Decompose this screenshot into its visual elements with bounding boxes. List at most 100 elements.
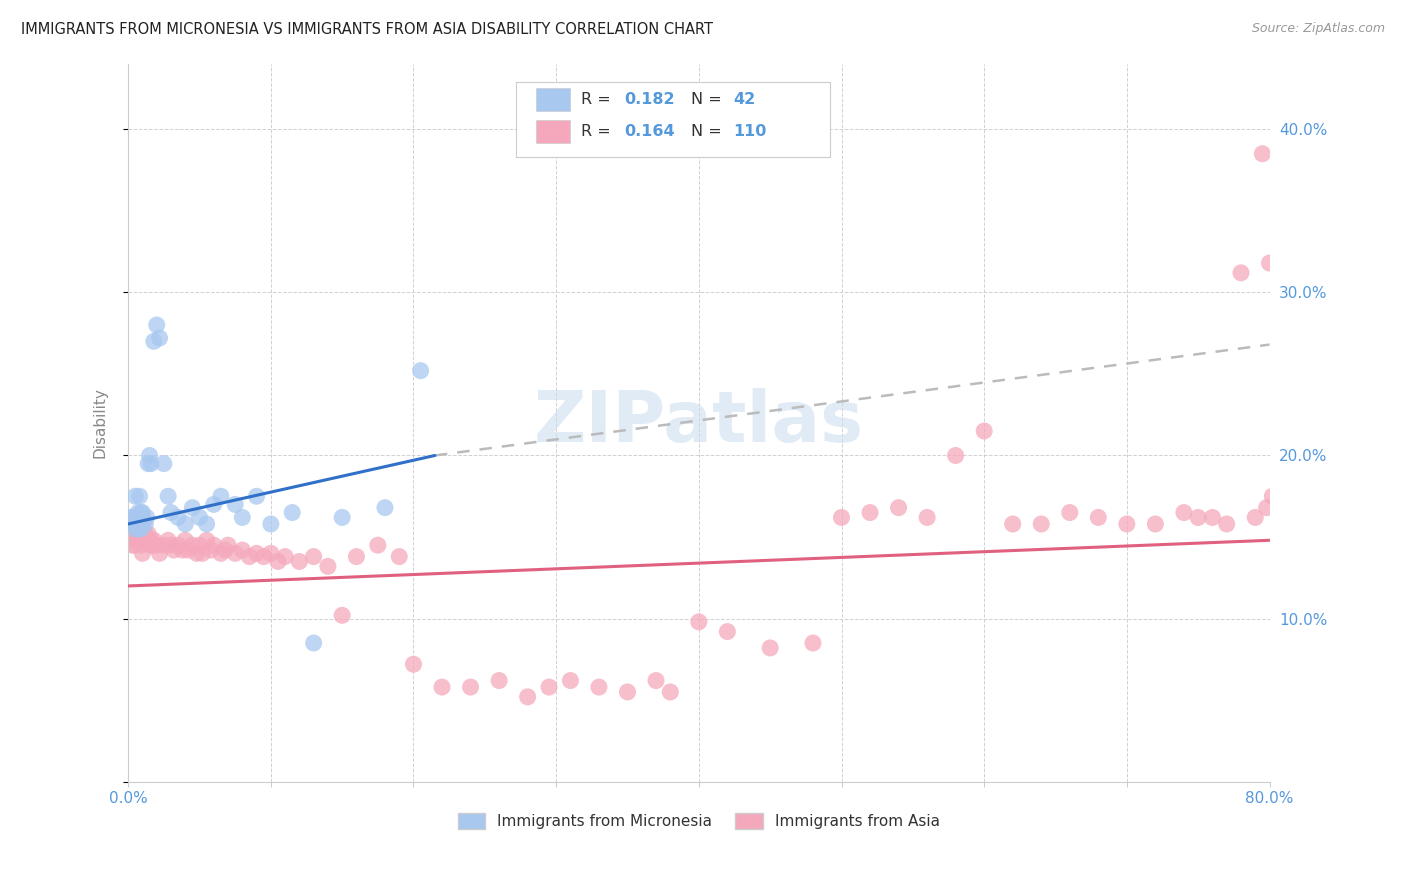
- Point: [172, 543, 194, 558]
- Point: [157, 533, 180, 548]
- Point: [560, 673, 582, 688]
- Point: [302, 549, 325, 564]
- Point: [129, 533, 152, 548]
- Point: [1031, 516, 1053, 531]
- Point: [128, 489, 150, 503]
- Point: [160, 506, 183, 520]
- Point: [131, 522, 153, 536]
- Point: [288, 554, 311, 568]
- FancyBboxPatch shape: [536, 87, 569, 111]
- Point: [688, 615, 710, 629]
- Point: [1316, 538, 1339, 552]
- Point: [1087, 510, 1109, 524]
- Point: [388, 549, 411, 564]
- Point: [122, 526, 145, 541]
- Point: [1215, 516, 1237, 531]
- Point: [316, 559, 339, 574]
- Text: R =: R =: [581, 124, 616, 139]
- Point: [1301, 533, 1323, 548]
- Point: [191, 546, 214, 560]
- Point: [124, 510, 146, 524]
- Point: [224, 546, 246, 560]
- Point: [138, 538, 160, 552]
- Text: IMMIGRANTS FROM MICRONESIA VS IMMIGRANTS FROM ASIA DISABILITY CORRELATION CHART: IMMIGRANTS FROM MICRONESIA VS IMMIGRANTS…: [21, 22, 713, 37]
- Point: [120, 510, 142, 524]
- Legend: Immigrants from Micronesia, Immigrants from Asia: Immigrants from Micronesia, Immigrants f…: [451, 806, 946, 835]
- Point: [330, 510, 353, 524]
- Point: [188, 510, 211, 524]
- Point: [1244, 510, 1267, 524]
- Point: [134, 516, 156, 531]
- Point: [1201, 510, 1223, 524]
- Point: [128, 526, 150, 541]
- Point: [174, 533, 197, 548]
- Point: [430, 680, 453, 694]
- Point: [186, 546, 208, 560]
- Point: [124, 489, 146, 503]
- Point: [202, 538, 225, 552]
- Point: [537, 680, 560, 694]
- Point: [588, 680, 610, 694]
- FancyBboxPatch shape: [536, 120, 569, 143]
- Point: [136, 526, 159, 541]
- Point: [195, 516, 218, 531]
- Point: [124, 538, 146, 552]
- Point: [142, 533, 165, 548]
- Point: [145, 318, 167, 332]
- Point: [214, 543, 236, 558]
- Point: [157, 489, 180, 503]
- Point: [409, 364, 432, 378]
- Point: [260, 546, 283, 560]
- Point: [1279, 522, 1302, 536]
- Point: [160, 538, 183, 552]
- Point: [281, 506, 304, 520]
- Point: [122, 516, 145, 531]
- Point: [1330, 546, 1353, 560]
- Point: [134, 526, 156, 541]
- Point: [139, 457, 162, 471]
- Point: [260, 516, 283, 531]
- Point: [138, 449, 160, 463]
- Point: [460, 680, 482, 694]
- Point: [124, 522, 146, 536]
- Text: 0.182: 0.182: [624, 92, 675, 107]
- Point: [181, 538, 204, 552]
- Point: [135, 533, 157, 548]
- Point: [1144, 516, 1167, 531]
- Point: [915, 510, 938, 524]
- Point: [302, 636, 325, 650]
- Point: [118, 533, 141, 548]
- Point: [131, 546, 153, 560]
- Point: [209, 489, 232, 503]
- Point: [127, 506, 149, 520]
- Point: [645, 673, 668, 688]
- Point: [129, 538, 152, 552]
- Point: [945, 449, 967, 463]
- Point: [128, 514, 150, 528]
- Point: [1115, 516, 1137, 531]
- Point: [1001, 516, 1024, 531]
- Point: [274, 549, 297, 564]
- Point: [1173, 506, 1195, 520]
- Point: [1258, 256, 1281, 270]
- Text: 0.164: 0.164: [624, 124, 675, 139]
- Point: [224, 497, 246, 511]
- Point: [267, 554, 290, 568]
- Point: [759, 640, 782, 655]
- Point: [346, 549, 368, 564]
- Point: [367, 538, 389, 552]
- Point: [245, 546, 267, 560]
- Point: [659, 685, 682, 699]
- Point: [125, 533, 148, 548]
- Point: [141, 538, 163, 552]
- Point: [148, 331, 170, 345]
- FancyBboxPatch shape: [516, 82, 830, 157]
- Point: [136, 457, 159, 471]
- Point: [801, 636, 824, 650]
- Point: [145, 538, 167, 552]
- Point: [125, 516, 148, 531]
- Point: [973, 424, 995, 438]
- Text: 42: 42: [733, 92, 755, 107]
- Point: [122, 516, 145, 531]
- Point: [1337, 549, 1360, 564]
